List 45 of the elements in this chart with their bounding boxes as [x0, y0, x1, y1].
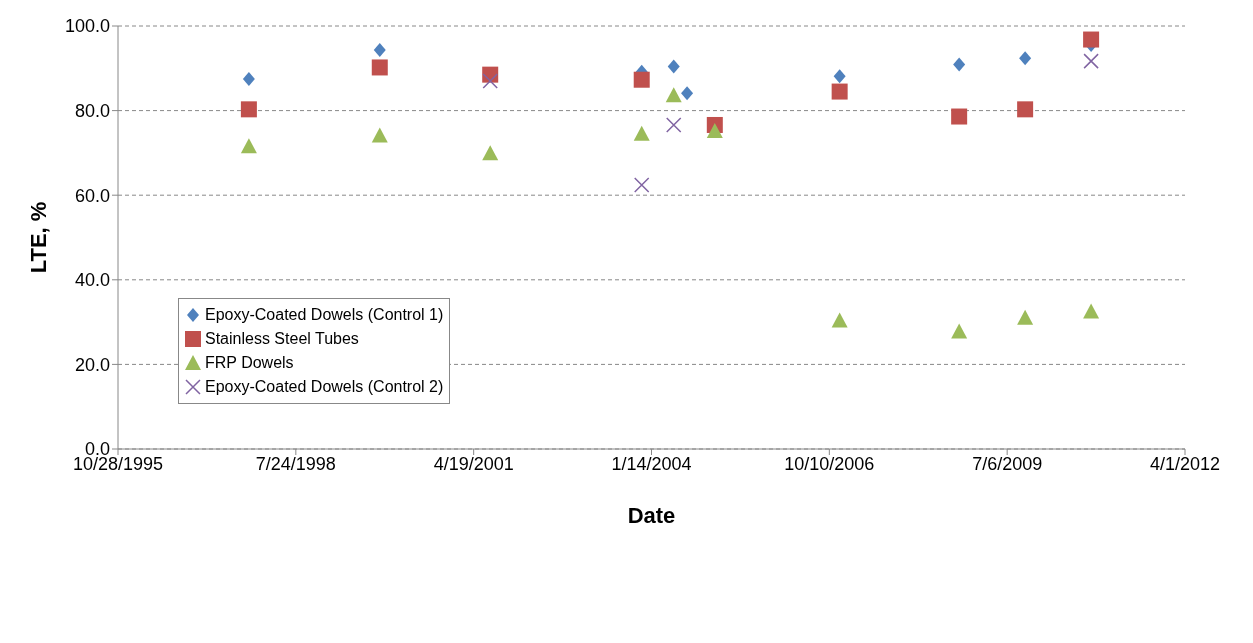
point — [242, 71, 255, 86]
point — [1083, 303, 1100, 319]
point — [831, 83, 848, 100]
point — [665, 117, 682, 133]
point — [240, 138, 257, 154]
point — [665, 87, 682, 103]
point — [706, 122, 723, 138]
x-axis-title: Date — [627, 502, 676, 528]
point — [831, 312, 848, 328]
x-tick-label: 1/14/2004 — [611, 453, 692, 474]
point — [1019, 51, 1032, 66]
point — [371, 59, 388, 76]
y-axis-title: LTE, % — [25, 201, 51, 274]
point — [482, 73, 498, 89]
point — [667, 59, 680, 74]
point — [633, 125, 650, 141]
point — [681, 86, 694, 101]
x-tick-label: 4/19/2001 — [433, 453, 514, 474]
legend-label: Epoxy-Coated Dowels (Control 1) — [205, 306, 444, 324]
y-tick-label: 80.0 — [74, 100, 110, 121]
point — [1083, 31, 1100, 48]
point — [1017, 101, 1034, 118]
x-tick-label: 10/10/2006 — [784, 453, 875, 474]
y-tick-label: 100.0 — [64, 16, 110, 37]
point — [633, 71, 650, 88]
x-tick-label: 7/24/1998 — [255, 453, 336, 474]
point — [1017, 309, 1034, 325]
point — [833, 69, 846, 84]
point — [371, 127, 388, 143]
point — [373, 43, 386, 58]
point — [240, 101, 257, 118]
legend-label: FRP Dowels — [205, 354, 294, 372]
y-tick-label: 20.0 — [74, 354, 110, 375]
point — [633, 177, 650, 193]
point — [482, 145, 499, 161]
point — [951, 108, 968, 125]
y-tick-label: 60.0 — [74, 185, 110, 206]
point — [1083, 53, 1099, 69]
point — [953, 57, 966, 72]
legend-label: Epoxy-Coated Dowels (Control 2) — [205, 378, 444, 396]
legend-label: Stainless Steel Tubes — [205, 330, 359, 348]
x-tick-label: 7/6/2009 — [972, 453, 1043, 474]
x-tick-label: 4/1/2012 — [1149, 453, 1221, 474]
y-tick-label: 40.0 — [74, 270, 110, 291]
point — [951, 323, 968, 339]
